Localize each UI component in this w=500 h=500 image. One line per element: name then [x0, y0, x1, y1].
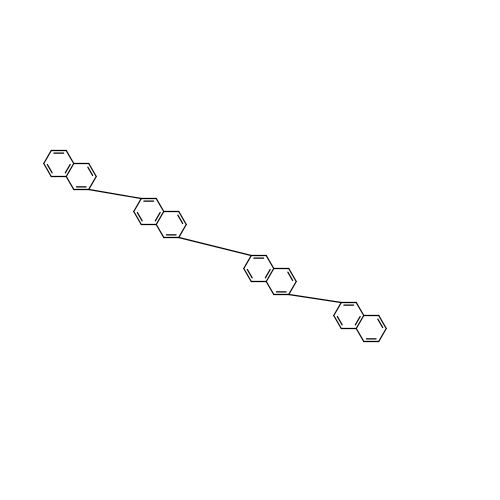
molecule-diagram: [0, 0, 500, 500]
